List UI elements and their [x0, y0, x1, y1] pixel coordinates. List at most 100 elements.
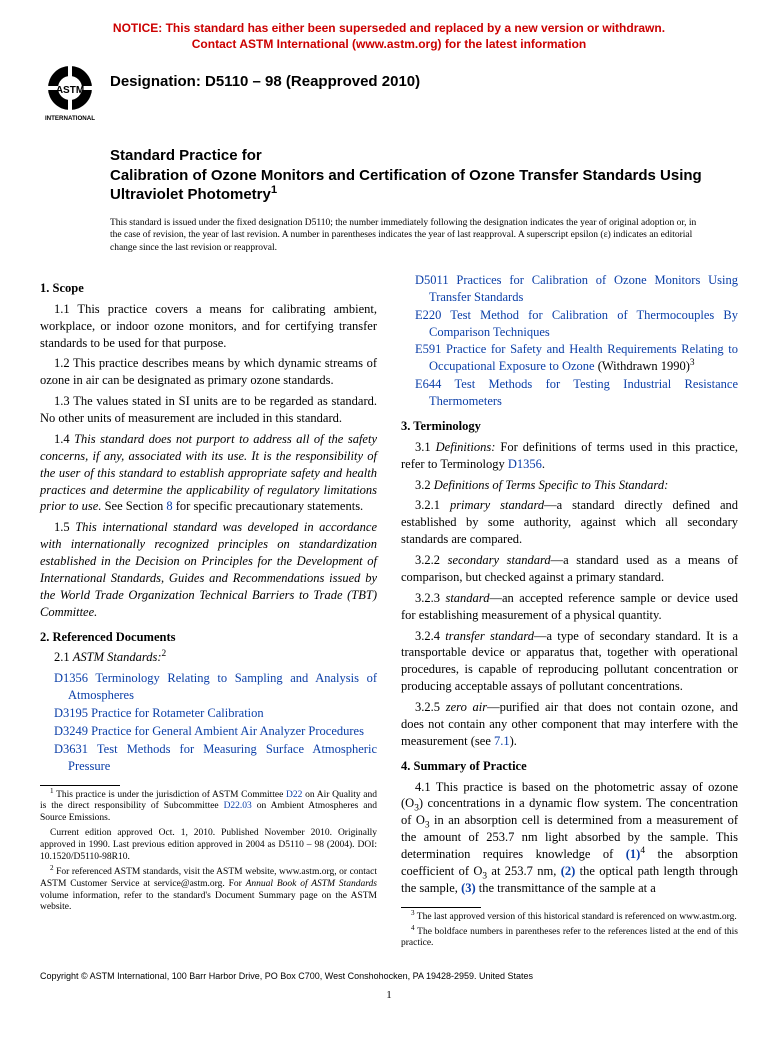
para-3-2-1: 3.2.1 primary standard—a standard direct…: [401, 497, 738, 548]
footnote-1: 1 This practice is under the jurisdictio…: [40, 790, 377, 826]
footnote-rule: [401, 907, 481, 908]
ref-item: E591 Practice for Safety and Health Requ…: [401, 341, 738, 375]
ref-code[interactable]: D1356: [54, 671, 88, 685]
p31-dot: .: [542, 457, 545, 471]
ref-item: D5011 Practices for Calibration of Ozone…: [401, 272, 738, 306]
p31-it: Definitions:: [436, 440, 496, 454]
section-2-head: 2. Referenced Documents: [40, 629, 377, 646]
p322-term: secondary standard: [448, 553, 551, 567]
p325-num: 3.2.5: [415, 700, 446, 714]
notice: NOTICE: This standard has either been su…: [40, 20, 738, 52]
ref-code[interactable]: E591: [415, 342, 441, 356]
ref-title[interactable]: Practice for General Ambient Air Analyze…: [88, 724, 364, 738]
ref-title[interactable]: Practice for Rotameter Calibration: [88, 706, 264, 720]
para-2-1: 2.1 ASTM Standards:2: [40, 649, 377, 666]
p323-num: 3.2.3: [415, 591, 445, 605]
ref-item: D3249 Practice for General Ambient Air A…: [40, 723, 377, 740]
ref-code[interactable]: D3249: [54, 724, 88, 738]
para-1-4: 1.4 This standard does not purport to ad…: [40, 431, 377, 515]
notice-line2: Contact ASTM International (www.astm.org…: [192, 37, 586, 51]
ref-code[interactable]: E644: [415, 377, 441, 391]
p15-italic: This international standard was develope…: [40, 520, 377, 618]
footnote-3: 3 The last approved version of this hist…: [401, 912, 738, 924]
ref-item: E644 Test Methods for Testing Industrial…: [401, 376, 738, 410]
ref-title[interactable]: Test Method for Calibration of Thermocou…: [429, 308, 738, 339]
svg-text:ASTM: ASTM: [56, 85, 84, 96]
para-1-1: 1.1 This practice covers a means for cal…: [40, 301, 377, 352]
p21-italic: ASTM Standards:: [73, 650, 162, 664]
ref-title[interactable]: Test Methods for Testing Industrial Resi…: [429, 377, 738, 408]
para-1-2: 1.2 This practice describes means by whi…: [40, 355, 377, 389]
para-3-2-3: 3.2.3 standard—an accepted reference sam…: [401, 590, 738, 624]
p14-num: 1.4: [54, 432, 74, 446]
p32-num: 3.2: [415, 478, 434, 492]
p31-ref[interactable]: D1356: [508, 457, 542, 471]
ref-code[interactable]: D3631: [54, 742, 88, 756]
para-4-1: 4.1 This practice is based on the photom…: [401, 779, 738, 897]
section-4-head: 4. Summary of Practice: [401, 758, 738, 775]
para-3-1: 3.1 Definitions: For definitions of term…: [401, 439, 738, 473]
title-prefix: Standard Practice for: [110, 146, 738, 166]
fn2-i: Annual Book of ASTM Standards: [246, 879, 377, 889]
para-3-2-2: 3.2.2 secondary standard—a standard used…: [401, 552, 738, 586]
p321-term: primary standard: [450, 498, 544, 512]
ref-item: D3631 Test Methods for Measuring Surface…: [40, 741, 377, 775]
footnote-2: 2 For referenced ASTM standards, visit t…: [40, 867, 377, 915]
ref-code[interactable]: D5011: [415, 273, 449, 287]
footnote-4: 4 The boldface numbers in parentheses re…: [401, 927, 738, 951]
p41-r2[interactable]: (2): [561, 864, 576, 878]
p325-ref[interactable]: 7.1: [494, 734, 510, 748]
section-3-head: 3. Terminology: [401, 418, 738, 435]
ref-title[interactable]: Test Methods for Measuring Surface Atmos…: [68, 742, 377, 773]
ref-code[interactable]: D3195: [54, 706, 88, 720]
p32-it: Definitions of Terms Specific to This St…: [434, 478, 669, 492]
p21-sup: 2: [162, 649, 167, 659]
svg-text:INTERNATIONAL: INTERNATIONAL: [45, 115, 95, 122]
title-block: Standard Practice for Calibration of Ozo…: [110, 146, 738, 205]
footnote-1b: Current edition approved Oct. 1, 2010. P…: [40, 828, 377, 864]
page-number: 1: [40, 988, 738, 1003]
footnote-rule: [40, 785, 120, 786]
fn3-txt: The last approved version of this histor…: [415, 912, 737, 922]
fn1-ref1[interactable]: D22: [286, 790, 302, 800]
fn1-a: This practice is under the jurisdiction …: [54, 790, 286, 800]
p15-num: 1.5: [54, 520, 75, 534]
p325-tail: ).: [510, 734, 517, 748]
p41-g: the transmittance of the sample at a: [476, 881, 656, 895]
para-3-2: 3.2 Definitions of Terms Specific to Thi…: [401, 477, 738, 494]
notice-line1: NOTICE: This standard has either been su…: [113, 21, 665, 35]
designation: Designation: D5110 – 98 (Reapproved 2010…: [110, 64, 420, 92]
para-1-3: 1.3 The values stated in SI units are to…: [40, 393, 377, 427]
p14-tail: for specific precautionary statements.: [173, 499, 364, 513]
ref-title[interactable]: Practices for Calibration of Ozone Monit…: [429, 273, 738, 304]
section-1-head: 1. Scope: [40, 280, 377, 297]
p321-num: 3.2.1: [415, 498, 450, 512]
p322-num: 3.2.2: [415, 553, 448, 567]
fn2-b: volume information, refer to the standar…: [40, 891, 377, 913]
issuance-note: This standard is issued under the fixed …: [110, 217, 698, 254]
ref-suffix: (Withdrawn 1990): [595, 359, 690, 373]
ref-sup: 3: [690, 358, 695, 368]
fn4-txt: The boldface numbers in parentheses refe…: [401, 927, 738, 949]
para-1-5: 1.5 This international standard was deve…: [40, 519, 377, 620]
ref-code[interactable]: E220: [415, 308, 441, 322]
p41-r1[interactable]: (1): [626, 847, 641, 861]
p41-r3[interactable]: (3): [461, 881, 476, 895]
title-sup: 1: [271, 184, 277, 196]
body-columns: 1. Scope 1.1 This practice covers a mean…: [40, 272, 738, 950]
p14-see: See Section: [101, 499, 166, 513]
p324-num: 3.2.4: [415, 629, 445, 643]
copyright: Copyright © ASTM International, 100 Barr…: [40, 970, 738, 982]
ref-title[interactable]: Terminology Relating to Sampling and Ana…: [68, 671, 377, 702]
p324-term: transfer standard: [445, 629, 534, 643]
title-main-text: Calibration of Ozone Monitors and Certif…: [110, 167, 702, 204]
header: ASTM INTERNATIONAL Designation: D5110 – …: [40, 64, 738, 126]
p21-num: 2.1: [54, 650, 73, 664]
ref-item: D1356 Terminology Relating to Sampling a…: [40, 670, 377, 704]
para-3-2-5: 3.2.5 zero air—purified air that does no…: [401, 699, 738, 750]
title-main: Calibration of Ozone Monitors and Certif…: [110, 166, 738, 205]
astm-logo: ASTM INTERNATIONAL: [40, 64, 100, 126]
p41-e: at 253.7 nm,: [487, 864, 561, 878]
fn1-ref2[interactable]: D22.03: [224, 801, 252, 811]
p323-term: standard: [445, 591, 489, 605]
